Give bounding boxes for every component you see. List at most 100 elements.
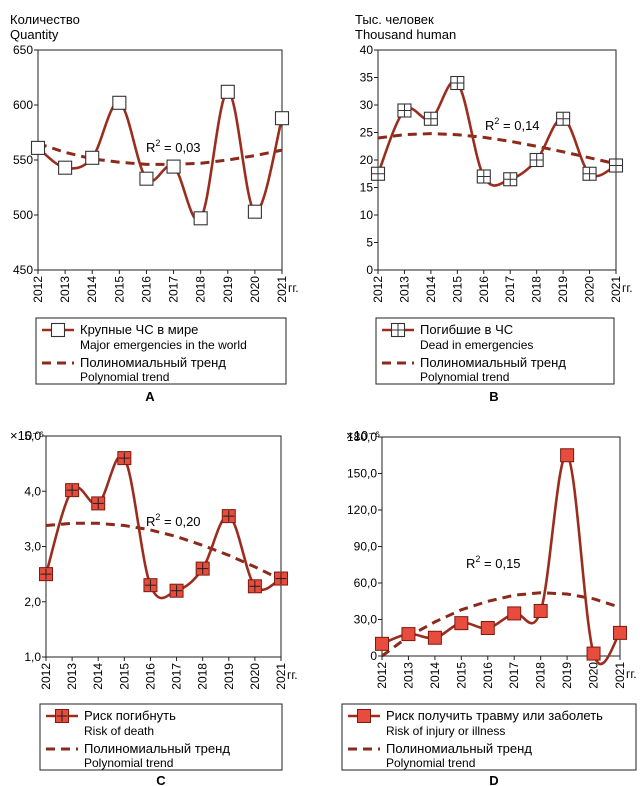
data-point <box>613 625 627 640</box>
r-squared-label: R2 = 0,15 <box>466 554 521 571</box>
x-tick-label: 2012 <box>39 663 53 690</box>
r-squared-label: R2 = 0,20 <box>146 512 201 529</box>
x-tick-label: 2020 <box>587 662 601 689</box>
y-tick-label: 20 <box>360 153 374 167</box>
y-tick-label: 500 <box>13 208 33 222</box>
data-point <box>117 451 132 466</box>
x-tick-label: 2016 <box>139 276 153 303</box>
data-point <box>65 483 80 498</box>
y-tick-label: 450 <box>13 263 33 277</box>
x-tick-label: 2013 <box>397 276 411 303</box>
x-tick-label: 2014 <box>424 276 438 303</box>
y-axis-label-en: Thousand human <box>355 27 456 42</box>
data-point <box>85 150 100 165</box>
x-tick-label: 2015 <box>454 662 468 689</box>
y-tick-label: 120,0 <box>347 503 377 517</box>
x-tick-label: 2017 <box>170 663 184 690</box>
panel-label: D <box>489 773 498 786</box>
data-point <box>30 140 46 155</box>
legend-series-marker <box>390 322 406 338</box>
x-tick-label: 2016 <box>477 276 491 303</box>
data-point <box>454 616 469 631</box>
legend-series-name: Риск получить травму или заболеть <box>386 708 603 723</box>
y-tick-label: 600 <box>13 98 33 112</box>
y-tick-label: 3,0 <box>24 540 41 554</box>
x-tick-label: 2015 <box>112 276 126 303</box>
y-tick-label: 1,0 <box>24 650 41 664</box>
data-point <box>91 496 106 511</box>
legend-box <box>35 317 287 385</box>
y-tick-label: 60,0 <box>354 576 378 590</box>
data-point <box>476 169 491 184</box>
y-tick-label: 30,0 <box>354 613 378 627</box>
x-tick-label: 2012 <box>375 662 389 689</box>
x-tick-label: 2019 <box>560 662 574 689</box>
y-tick-label: 90,0 <box>354 540 378 554</box>
x-axis-unit: гг. <box>287 668 298 682</box>
data-point <box>560 448 575 463</box>
plot-frame <box>37 49 283 271</box>
y-tick-label: 4,0 <box>24 484 41 498</box>
chart-panel-d: ×10⁻⁶ 0 30,0 60,0 90,0 120,0 150,0 180,0 2012 201… <box>341 428 637 786</box>
legend-series-name: Погибшие в ЧС <box>420 322 513 337</box>
data-point <box>58 160 73 175</box>
x-tick-label: 2012 <box>31 276 45 303</box>
x-tick-label: 2021 <box>275 276 289 303</box>
plot-frame <box>45 435 282 658</box>
trend-line <box>381 591 621 658</box>
plot-frame <box>377 49 617 271</box>
data-point <box>375 636 389 651</box>
data-point <box>195 561 210 576</box>
data-point <box>533 603 548 618</box>
r-squared-label: R2 = 0,03 <box>146 138 201 155</box>
chart-panel-c: ×10⁻⁶ 1,0 2,0 3,0 4,0 5,0 2012 2013 2014 2015 2016… <box>10 428 298 786</box>
y-tick-label: 0 <box>366 263 373 277</box>
data-point <box>397 103 412 118</box>
x-tick-label: 2013 <box>401 662 415 689</box>
series-line <box>376 80 617 187</box>
legend-series-marker <box>357 709 371 723</box>
y-tick-label: 180,0 <box>347 430 377 444</box>
x-tick-label: 2017 <box>507 662 521 689</box>
x-tick-label: 2021 <box>609 276 623 303</box>
data-point <box>143 578 158 593</box>
y-tick-label: 30 <box>360 98 374 112</box>
data-point <box>507 606 522 621</box>
legend-series-name-en: Major emergencies in the world <box>80 338 247 352</box>
data-point <box>427 630 442 645</box>
y-tick-label: 0 <box>370 649 377 663</box>
data-point <box>220 84 235 99</box>
data-point <box>166 159 181 174</box>
data-point <box>586 646 601 661</box>
legend-trend-name: Полиномиальный тренд <box>420 355 566 370</box>
series-line <box>44 454 282 600</box>
data-point <box>39 567 53 582</box>
x-tick-label: 2017 <box>503 276 517 303</box>
y-axis-exponent: ×10⁻⁶ <box>346 428 380 443</box>
y-axis-exponent: ×10⁻⁶ <box>10 428 44 443</box>
x-tick-label: 2018 <box>194 276 208 303</box>
legend-series-marker <box>50 322 66 338</box>
x-tick-label: 2020 <box>583 276 597 303</box>
x-tick-label: 2020 <box>248 663 262 690</box>
y-tick-label: 2,0 <box>24 595 41 609</box>
y-axis-label-ru: Тыс. человек <box>355 12 434 27</box>
data-point <box>274 111 290 126</box>
x-tick-label: 2018 <box>530 276 544 303</box>
x-tick-label: 2015 <box>117 663 131 690</box>
x-tick-label: 2020 <box>248 276 262 303</box>
x-tick-label: 2019 <box>222 663 236 690</box>
data-point <box>503 172 518 187</box>
x-tick-label: 2014 <box>428 662 442 689</box>
legend-series-name-en: Risk of death <box>84 724 154 738</box>
x-axis-unit: гг. <box>622 281 633 295</box>
data-point <box>556 111 571 126</box>
y-tick-label: 5,0 <box>24 429 41 443</box>
panel-label: B <box>489 389 498 404</box>
data-point <box>247 204 262 219</box>
legend-trend-name: Полиномиальный тренд <box>80 355 226 370</box>
